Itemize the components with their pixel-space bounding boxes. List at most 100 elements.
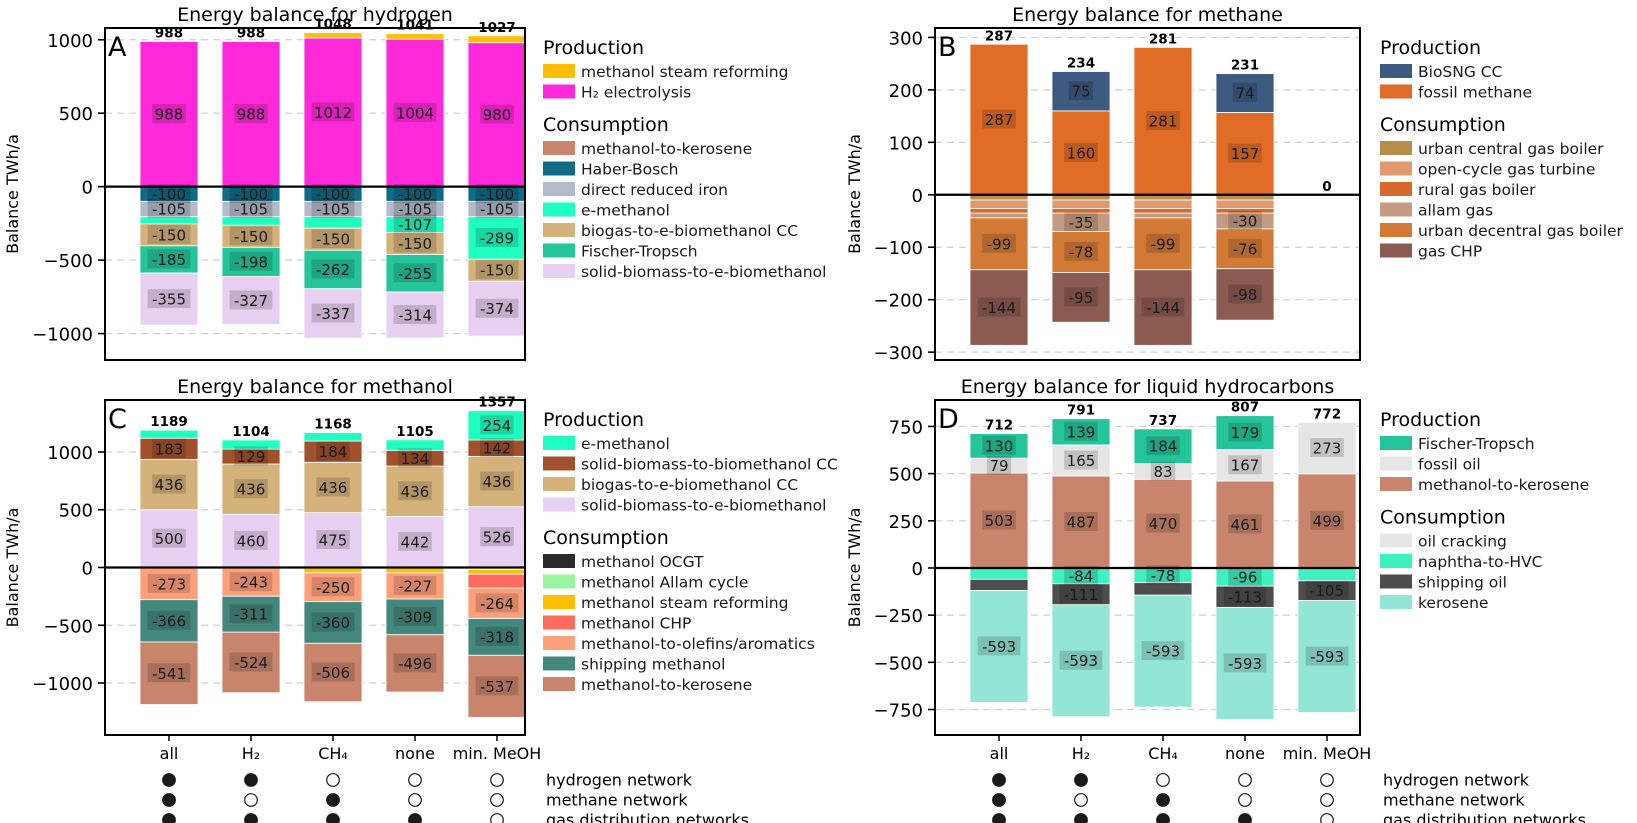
value-label: 460 [237,532,266,550]
value-label: -227 [398,577,432,595]
value-label-bg [234,104,268,124]
value-label: -593 [1310,648,1344,666]
y-tick-label: −300 [874,343,923,364]
total-label: 988 [237,26,265,42]
value-label: 499 [1313,512,1342,530]
bar-segment [139,272,199,326]
value-label-bg [982,510,1016,530]
value-label: -593 [1146,643,1180,661]
network-dot-empty [244,793,258,807]
value-label: -144 [1146,299,1180,317]
network-dot-filled [992,793,1006,807]
y-tick-label: 0 [82,559,93,580]
network-dot-empty [1238,793,1252,807]
bar-segment [385,33,445,40]
value-label: 179 [1231,424,1260,442]
y-tick-label: 500 [889,465,923,486]
value-label-bg [480,527,514,547]
value-label-bg [229,652,273,672]
y-axis-label: Balance TWh/a [3,134,22,254]
value-label: -496 [398,655,432,673]
value-label: 281 [1149,113,1178,131]
legend-heading-production: Production [1380,409,1481,431]
legend-swatch [543,615,575,630]
value-label-bg [977,636,1021,656]
legend-label: methanol-to-kerosene [1418,476,1589,494]
bar-segment [969,590,1029,703]
value-label-bg [1146,565,1180,585]
value-label-bg [982,109,1016,129]
value-label-bg [393,233,437,253]
value-label-bg [1146,111,1180,131]
bar-segment [303,601,363,644]
value-label-bg [316,441,350,461]
value-label-bg [229,290,273,310]
value-label: 75 [1071,83,1090,101]
panel-B: 287 -99 -144 287 160 75 -35 -78 -95 234 281 -99 -144… [845,4,1624,364]
value-label: -593 [982,638,1016,656]
bar-segment [1215,199,1275,209]
value-label: 988 [155,106,184,124]
legend-label: H₂ electrolysis [581,84,691,102]
value-label: 436 [483,473,512,491]
network-dot-empty [1156,773,1170,787]
value-label-bg [393,199,437,219]
value-label-bg [147,184,191,203]
network-label: methane network [546,791,688,810]
total-label: 737 [1149,413,1177,429]
bar-segment [385,439,445,451]
legend-swatch [1380,182,1412,196]
value-label: -150 [316,231,350,249]
legend-label: biogas-to-e-biomethanol CC [581,222,798,240]
network-dot-filled [162,793,176,807]
value-label-bg [1232,83,1258,103]
value-label-bg [147,224,191,244]
bar-segment [1133,428,1193,465]
bar-segment [303,572,363,603]
value-label: -506 [316,664,350,682]
value-label: 184 [319,443,348,461]
value-label-bg [311,199,355,219]
legend-label: solid-biomass-to-e-biomethanol [581,497,826,515]
legend-label: methanol Allam cycle [581,574,748,592]
value-label-bg [1228,284,1262,304]
value-label: -105 [480,201,514,219]
network-dot-filled [992,813,1006,823]
legend-label: e-methanol [581,202,670,220]
value-label: -537 [480,678,514,696]
value-label: -150 [234,228,268,246]
legend-label: open-cycle gas turbine [1418,161,1595,179]
value-label: -100 [234,186,268,204]
panel-C: 500 436 183 -273 -366 -541 1189 460 436 129 -243 -3… [3,376,838,823]
value-label-bg [147,610,191,630]
network-dot-empty [1320,793,1334,807]
value-label-bg [1064,450,1098,470]
value-label-bg [480,438,514,458]
value-label: -111 [1064,586,1098,604]
legend-label: Haber-Bosch [581,161,679,179]
value-label: -374 [480,300,514,318]
value-label: 487 [1067,514,1096,532]
value-label: 79 [989,457,1008,475]
value-label-bg [1223,653,1267,673]
network-dot-filled [244,773,258,787]
legend-swatch [543,202,575,217]
value-label-bg [1228,567,1262,587]
bar-segment [969,578,1029,591]
bar-segment [1051,71,1111,112]
value-label-bg [393,184,437,203]
legend-label: urban central gas boiler [1418,140,1604,158]
value-label: 165 [1067,452,1096,470]
x-tick-label: none [395,744,435,763]
chart-title: Energy balance for methanol [177,376,453,398]
total-label: 231 [1231,58,1259,74]
bar-segment [221,439,281,450]
bar-segment [467,587,527,619]
network-dot-empty [1320,813,1334,823]
value-label: -100 [480,186,514,204]
y-tick-label: 100 [889,133,923,154]
value-label: -107 [398,216,432,234]
value-label: -144 [982,299,1016,317]
value-label-bg [393,606,437,626]
value-label-bg [311,184,355,203]
